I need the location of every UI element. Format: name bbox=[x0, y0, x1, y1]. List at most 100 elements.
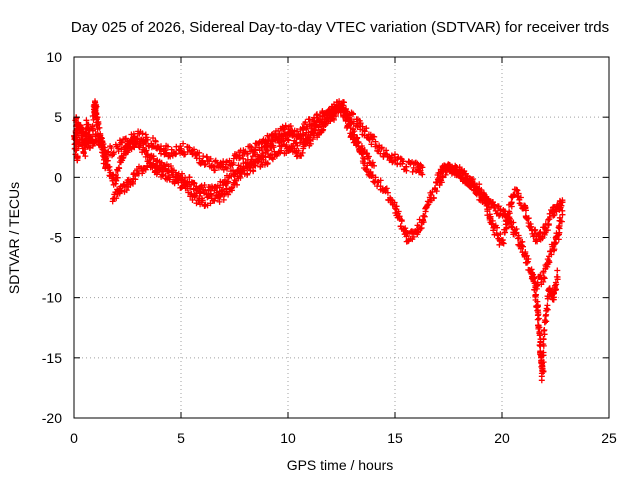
data-point bbox=[540, 359, 547, 366]
data-point bbox=[511, 192, 518, 199]
data-point bbox=[174, 173, 181, 180]
data-point bbox=[537, 348, 544, 355]
data-point bbox=[72, 117, 79, 124]
data-point bbox=[74, 153, 81, 160]
data-point bbox=[167, 163, 174, 169]
data-point bbox=[535, 315, 542, 322]
data-point bbox=[300, 131, 307, 138]
data-point bbox=[391, 199, 398, 206]
data-point bbox=[119, 139, 125, 146]
data-point bbox=[547, 214, 553, 220]
data-point bbox=[543, 318, 550, 325]
data-point bbox=[389, 159, 396, 166]
data-point bbox=[532, 226, 539, 233]
data-point bbox=[199, 158, 206, 165]
data-point bbox=[430, 194, 437, 201]
data-point bbox=[490, 227, 497, 234]
series-1 bbox=[102, 99, 426, 178]
data-point bbox=[244, 170, 251, 177]
data-point bbox=[421, 213, 428, 220]
data-point bbox=[497, 231, 504, 238]
data-point bbox=[459, 170, 466, 177]
data-point bbox=[536, 332, 543, 339]
data-point bbox=[282, 122, 289, 129]
data-point bbox=[353, 135, 359, 142]
data-point bbox=[187, 185, 193, 192]
data-point bbox=[180, 140, 187, 147]
data-point bbox=[191, 146, 197, 153]
data-point bbox=[350, 110, 356, 117]
data-point bbox=[225, 191, 232, 198]
data-point bbox=[403, 163, 410, 170]
data-point bbox=[234, 181, 240, 188]
data-point bbox=[558, 218, 565, 225]
data-point bbox=[480, 192, 487, 198]
data-point bbox=[113, 195, 120, 202]
data-point bbox=[519, 238, 526, 245]
data-point bbox=[89, 133, 96, 140]
data-point bbox=[186, 174, 193, 181]
data-point bbox=[77, 125, 84, 132]
data-point bbox=[211, 197, 218, 204]
data-point bbox=[421, 212, 427, 219]
data-point bbox=[270, 144, 277, 151]
data-point bbox=[342, 118, 349, 124]
y-axis-label: SDTVAR / TECUs bbox=[6, 182, 22, 294]
data-point bbox=[113, 177, 120, 184]
data-point bbox=[89, 138, 95, 145]
data-point bbox=[200, 153, 207, 160]
data-point bbox=[410, 233, 417, 240]
data-point bbox=[312, 126, 318, 133]
data-point bbox=[162, 150, 169, 157]
data-point bbox=[309, 136, 316, 143]
series-2 bbox=[109, 106, 377, 209]
data-point bbox=[464, 173, 471, 180]
data-point bbox=[346, 121, 352, 128]
data-point bbox=[377, 177, 384, 184]
data-point bbox=[202, 161, 209, 168]
data-point bbox=[484, 200, 491, 206]
data-point bbox=[540, 327, 547, 334]
data-point bbox=[212, 167, 218, 174]
data-point bbox=[121, 182, 127, 189]
data-point bbox=[320, 126, 327, 133]
y-tick-label: -5 bbox=[50, 230, 63, 246]
data-point bbox=[124, 149, 131, 156]
data-point bbox=[150, 161, 157, 168]
data-point bbox=[357, 120, 364, 127]
data-point bbox=[359, 123, 366, 130]
data-point bbox=[102, 156, 109, 163]
data-point bbox=[503, 224, 510, 231]
data-point bbox=[499, 237, 506, 243]
data-point bbox=[542, 313, 549, 319]
data-point bbox=[534, 316, 541, 323]
data-point bbox=[551, 211, 558, 218]
data-point bbox=[158, 171, 165, 178]
data-point bbox=[538, 377, 545, 384]
data-point bbox=[550, 296, 557, 303]
data-point bbox=[314, 111, 320, 118]
data-point bbox=[230, 159, 237, 166]
data-point bbox=[252, 146, 259, 153]
data-point bbox=[418, 225, 425, 231]
data-point bbox=[554, 267, 561, 274]
data-point bbox=[123, 187, 130, 194]
x-axis-label: GPS time / hours bbox=[287, 457, 394, 473]
data-point bbox=[251, 147, 257, 154]
data-point bbox=[258, 145, 265, 151]
data-point bbox=[307, 140, 314, 147]
data-point bbox=[185, 189, 192, 196]
data-point bbox=[229, 184, 236, 191]
data-point bbox=[433, 188, 440, 195]
y-tick-label: -20 bbox=[42, 410, 62, 426]
data-point bbox=[540, 368, 547, 375]
data-point bbox=[367, 168, 374, 175]
data-point bbox=[338, 106, 345, 113]
data-point bbox=[523, 207, 529, 214]
data-point bbox=[287, 123, 294, 129]
data-point bbox=[531, 280, 538, 287]
data-point bbox=[397, 223, 404, 230]
data-point bbox=[541, 231, 548, 238]
data-point bbox=[556, 229, 563, 236]
data-point bbox=[331, 116, 337, 123]
